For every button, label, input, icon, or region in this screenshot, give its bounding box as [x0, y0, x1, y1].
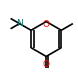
Text: O: O	[43, 60, 50, 69]
Text: O: O	[43, 20, 50, 29]
Text: N: N	[16, 19, 23, 28]
